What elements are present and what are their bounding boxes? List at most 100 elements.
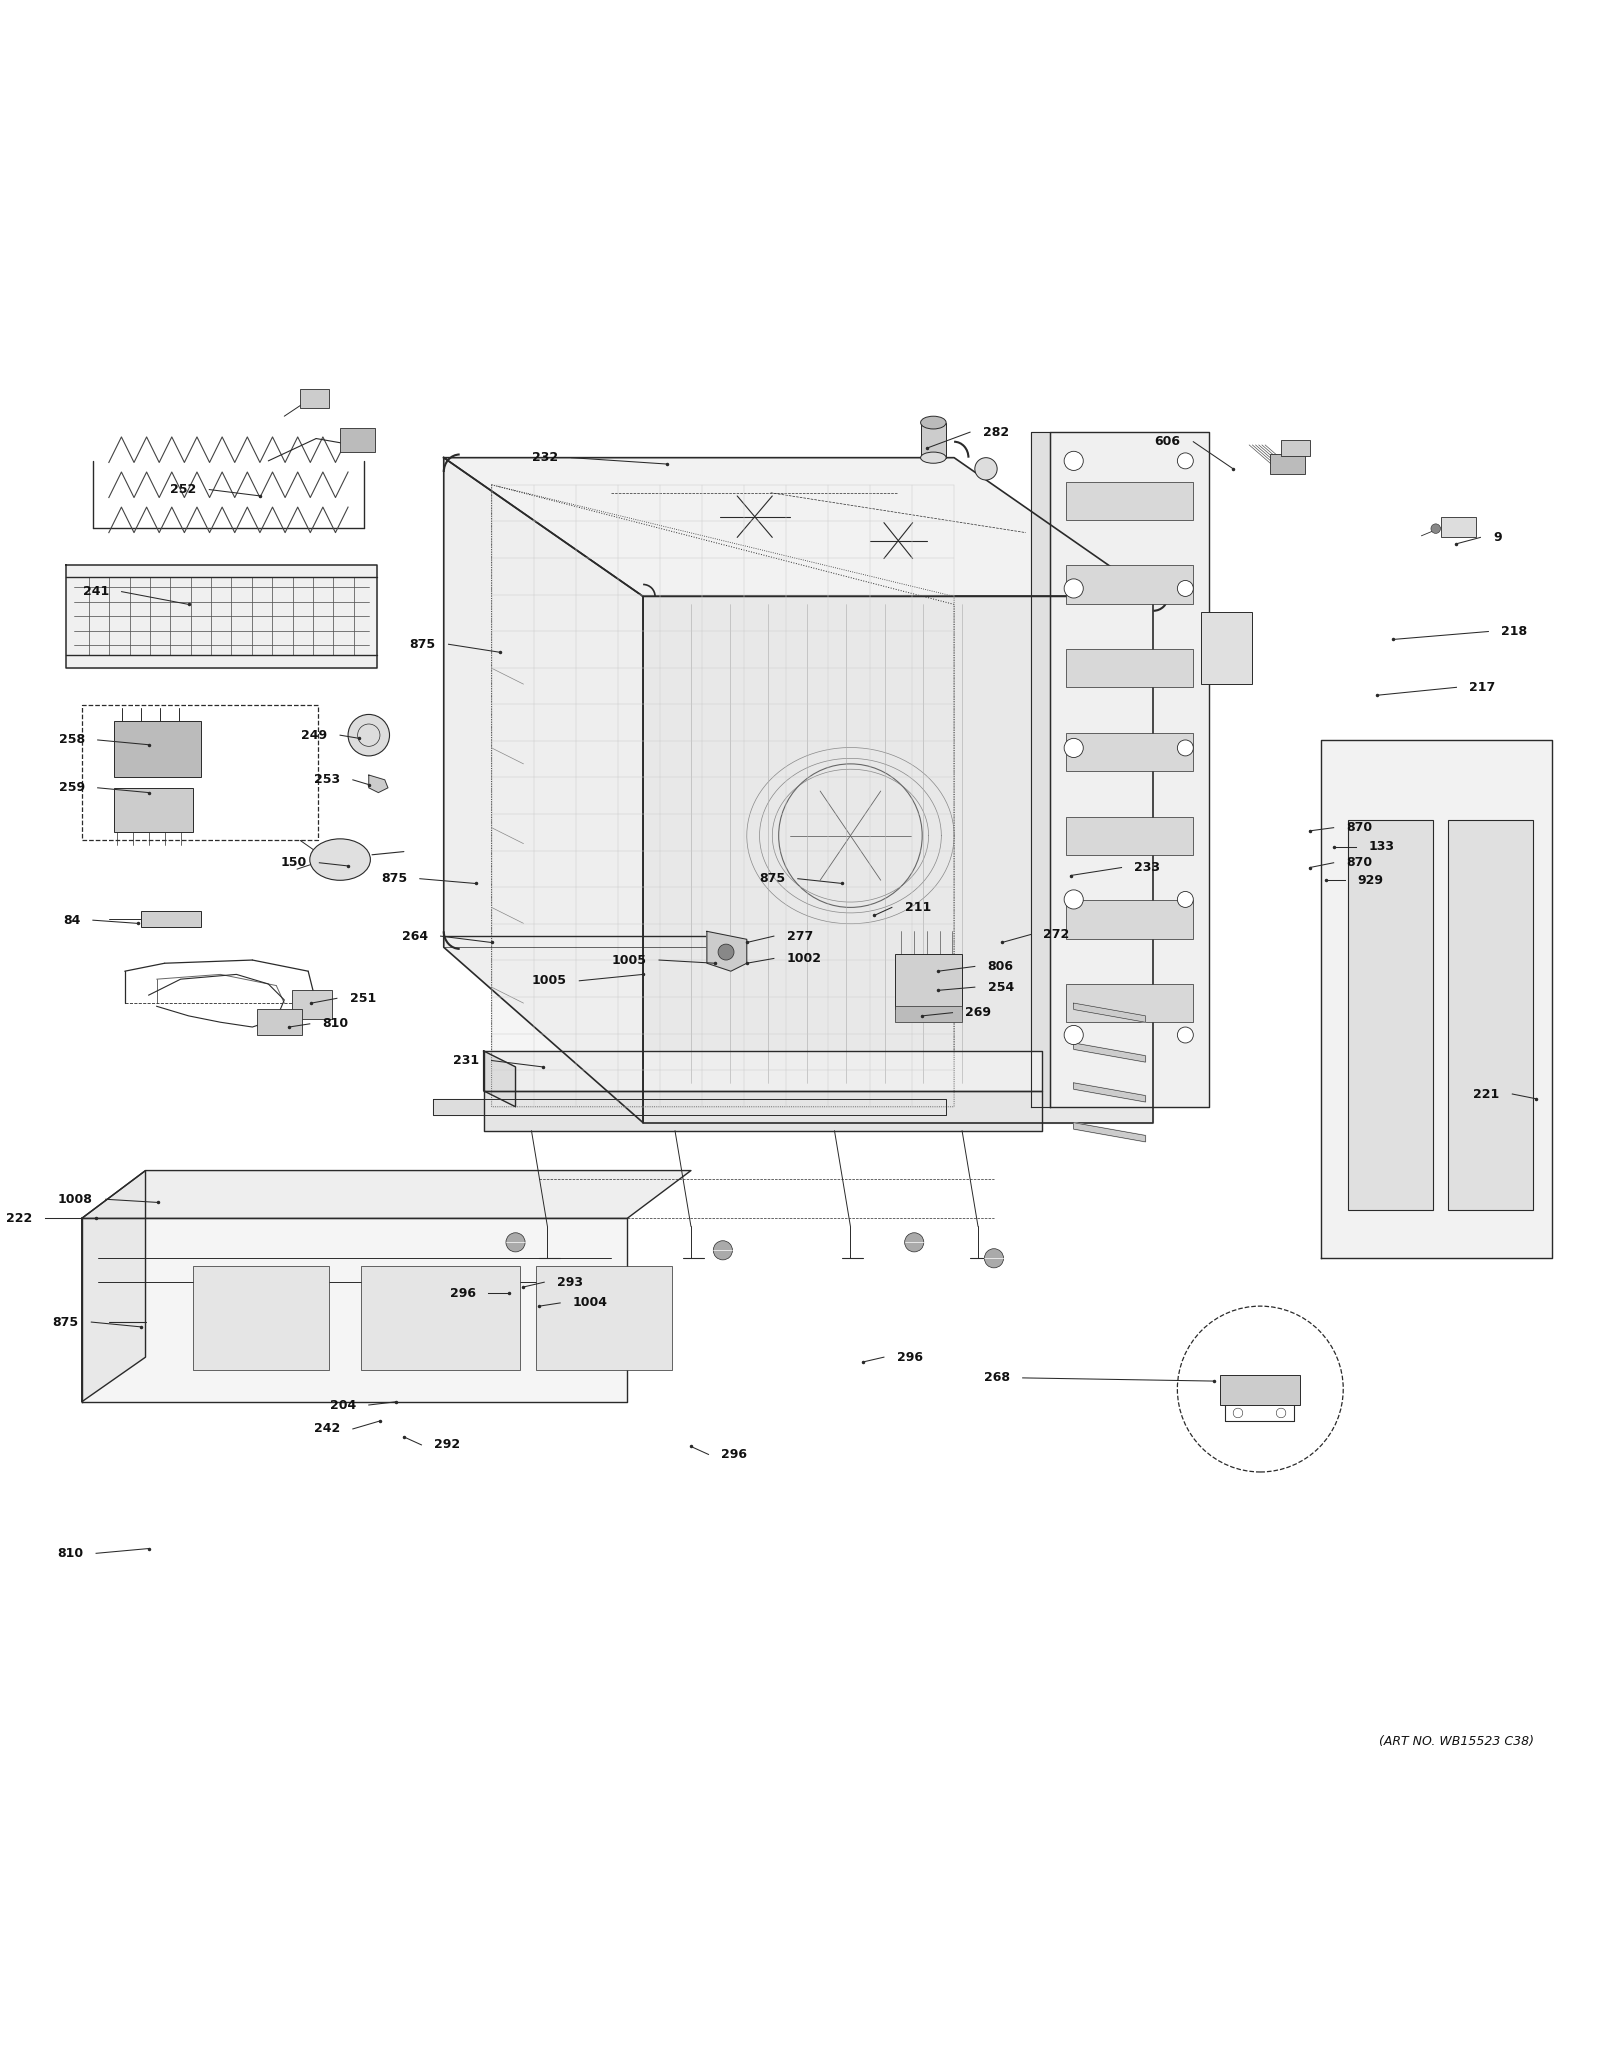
Circle shape bbox=[1064, 580, 1083, 598]
Text: 150: 150 bbox=[280, 857, 307, 869]
Text: 1005: 1005 bbox=[611, 954, 646, 967]
Polygon shape bbox=[443, 457, 1154, 596]
Bar bbox=[1066, 565, 1194, 604]
Circle shape bbox=[718, 944, 734, 960]
Text: 606: 606 bbox=[1155, 435, 1181, 449]
Bar bbox=[362, 1267, 520, 1370]
Circle shape bbox=[1178, 580, 1194, 596]
Polygon shape bbox=[1322, 739, 1552, 1259]
Bar bbox=[536, 1267, 672, 1370]
Bar bbox=[114, 720, 202, 776]
Text: 1005: 1005 bbox=[531, 975, 566, 987]
Text: 1008: 1008 bbox=[58, 1192, 93, 1205]
Text: 258: 258 bbox=[59, 733, 85, 747]
Text: 218: 218 bbox=[1501, 625, 1528, 638]
Circle shape bbox=[1064, 1025, 1083, 1045]
Text: 249: 249 bbox=[301, 729, 328, 741]
Text: 870: 870 bbox=[1347, 857, 1373, 869]
Text: 251: 251 bbox=[350, 992, 376, 1004]
Ellipse shape bbox=[310, 838, 370, 880]
Text: 282: 282 bbox=[982, 426, 1010, 439]
Text: 254: 254 bbox=[987, 981, 1014, 994]
Text: 296: 296 bbox=[450, 1288, 475, 1300]
Circle shape bbox=[1178, 892, 1194, 907]
Circle shape bbox=[1277, 1408, 1286, 1418]
Text: 217: 217 bbox=[1469, 681, 1496, 693]
Bar bbox=[1066, 900, 1194, 938]
Polygon shape bbox=[1074, 1043, 1146, 1062]
Bar bbox=[1448, 820, 1533, 1211]
Text: 806: 806 bbox=[987, 960, 1013, 973]
Polygon shape bbox=[1074, 1122, 1146, 1143]
Text: 211: 211 bbox=[904, 900, 931, 915]
Bar bbox=[1066, 983, 1194, 1023]
Text: 929: 929 bbox=[1357, 874, 1384, 886]
Bar bbox=[293, 989, 333, 1018]
Polygon shape bbox=[443, 457, 643, 1122]
Text: 233: 233 bbox=[1134, 861, 1160, 874]
Ellipse shape bbox=[920, 451, 946, 464]
Circle shape bbox=[506, 1234, 525, 1252]
Text: 253: 253 bbox=[314, 774, 341, 787]
Polygon shape bbox=[1030, 433, 1050, 1107]
Polygon shape bbox=[66, 565, 376, 669]
Circle shape bbox=[1178, 453, 1194, 468]
Text: 259: 259 bbox=[59, 780, 85, 795]
Bar bbox=[894, 1006, 962, 1023]
Bar bbox=[1349, 820, 1432, 1211]
Bar bbox=[1066, 482, 1194, 520]
Circle shape bbox=[974, 457, 997, 480]
Text: 1004: 1004 bbox=[573, 1296, 608, 1310]
Text: 231: 231 bbox=[453, 1054, 478, 1066]
Circle shape bbox=[1234, 1408, 1243, 1418]
Polygon shape bbox=[82, 1170, 146, 1401]
Text: 1002: 1002 bbox=[787, 952, 822, 965]
Bar bbox=[141, 911, 202, 927]
Text: 264: 264 bbox=[402, 929, 427, 942]
Bar bbox=[341, 428, 374, 451]
Bar bbox=[258, 1010, 302, 1035]
Text: 875: 875 bbox=[758, 871, 786, 886]
Text: 293: 293 bbox=[557, 1275, 582, 1290]
Bar bbox=[1270, 455, 1306, 474]
Ellipse shape bbox=[920, 416, 946, 428]
Text: 810: 810 bbox=[58, 1546, 83, 1561]
Circle shape bbox=[984, 1248, 1003, 1267]
Text: 277: 277 bbox=[787, 929, 813, 942]
Polygon shape bbox=[491, 484, 954, 1107]
Bar bbox=[1066, 650, 1194, 687]
Text: 296: 296 bbox=[896, 1350, 923, 1364]
Text: 292: 292 bbox=[434, 1439, 461, 1451]
Text: 875: 875 bbox=[381, 871, 406, 886]
Polygon shape bbox=[82, 1219, 627, 1401]
Text: 222: 222 bbox=[6, 1211, 32, 1225]
Bar bbox=[194, 1267, 330, 1370]
Bar bbox=[1282, 441, 1310, 455]
Text: 9: 9 bbox=[1493, 530, 1502, 544]
Circle shape bbox=[1064, 890, 1083, 909]
Text: 296: 296 bbox=[722, 1447, 747, 1461]
Circle shape bbox=[1178, 1027, 1194, 1043]
Polygon shape bbox=[707, 932, 747, 971]
Bar bbox=[301, 389, 330, 408]
Bar bbox=[114, 789, 194, 832]
Text: 875: 875 bbox=[410, 638, 435, 650]
Polygon shape bbox=[483, 1091, 1042, 1130]
Text: 204: 204 bbox=[330, 1399, 357, 1412]
Bar bbox=[82, 706, 318, 840]
Text: 870: 870 bbox=[1347, 822, 1373, 834]
Polygon shape bbox=[483, 1052, 515, 1107]
Circle shape bbox=[1430, 524, 1440, 534]
Text: (ART NO. WB15523 C38): (ART NO. WB15523 C38) bbox=[1379, 1735, 1534, 1747]
Circle shape bbox=[904, 1234, 923, 1252]
Circle shape bbox=[714, 1240, 733, 1261]
Polygon shape bbox=[432, 1099, 946, 1116]
Text: 268: 268 bbox=[984, 1372, 1010, 1385]
Polygon shape bbox=[368, 774, 387, 793]
Bar bbox=[1066, 733, 1194, 770]
Bar bbox=[1066, 816, 1194, 855]
Text: 232: 232 bbox=[533, 451, 558, 464]
Text: 84: 84 bbox=[62, 913, 80, 927]
Text: 133: 133 bbox=[1368, 840, 1395, 853]
Text: 272: 272 bbox=[1043, 927, 1070, 942]
